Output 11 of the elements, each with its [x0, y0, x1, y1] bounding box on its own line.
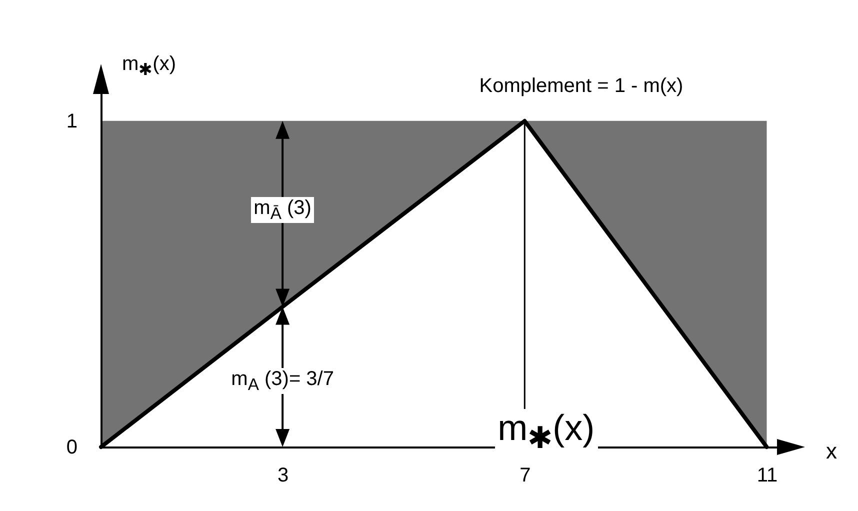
x-tick-label: 3: [278, 464, 289, 486]
annotation: m$_{A}$ (3)= 3/7: [228, 368, 337, 394]
x-tick-label: 7: [520, 464, 531, 486]
x-tick-label: 11: [756, 464, 778, 486]
text: m$_{✱}$(x): [494, 406, 598, 455]
y-axis-title: m$_{✱}$(x): [121, 52, 177, 80]
y-tick-label: 1: [66, 110, 78, 132]
x-axis-title: x: [826, 438, 837, 464]
y-tick-label: 0: [66, 436, 78, 458]
annotation: m$_{Ā}$ (3): [250, 196, 314, 224]
annotation: Komplement = 1 - m(x): [478, 75, 684, 97]
